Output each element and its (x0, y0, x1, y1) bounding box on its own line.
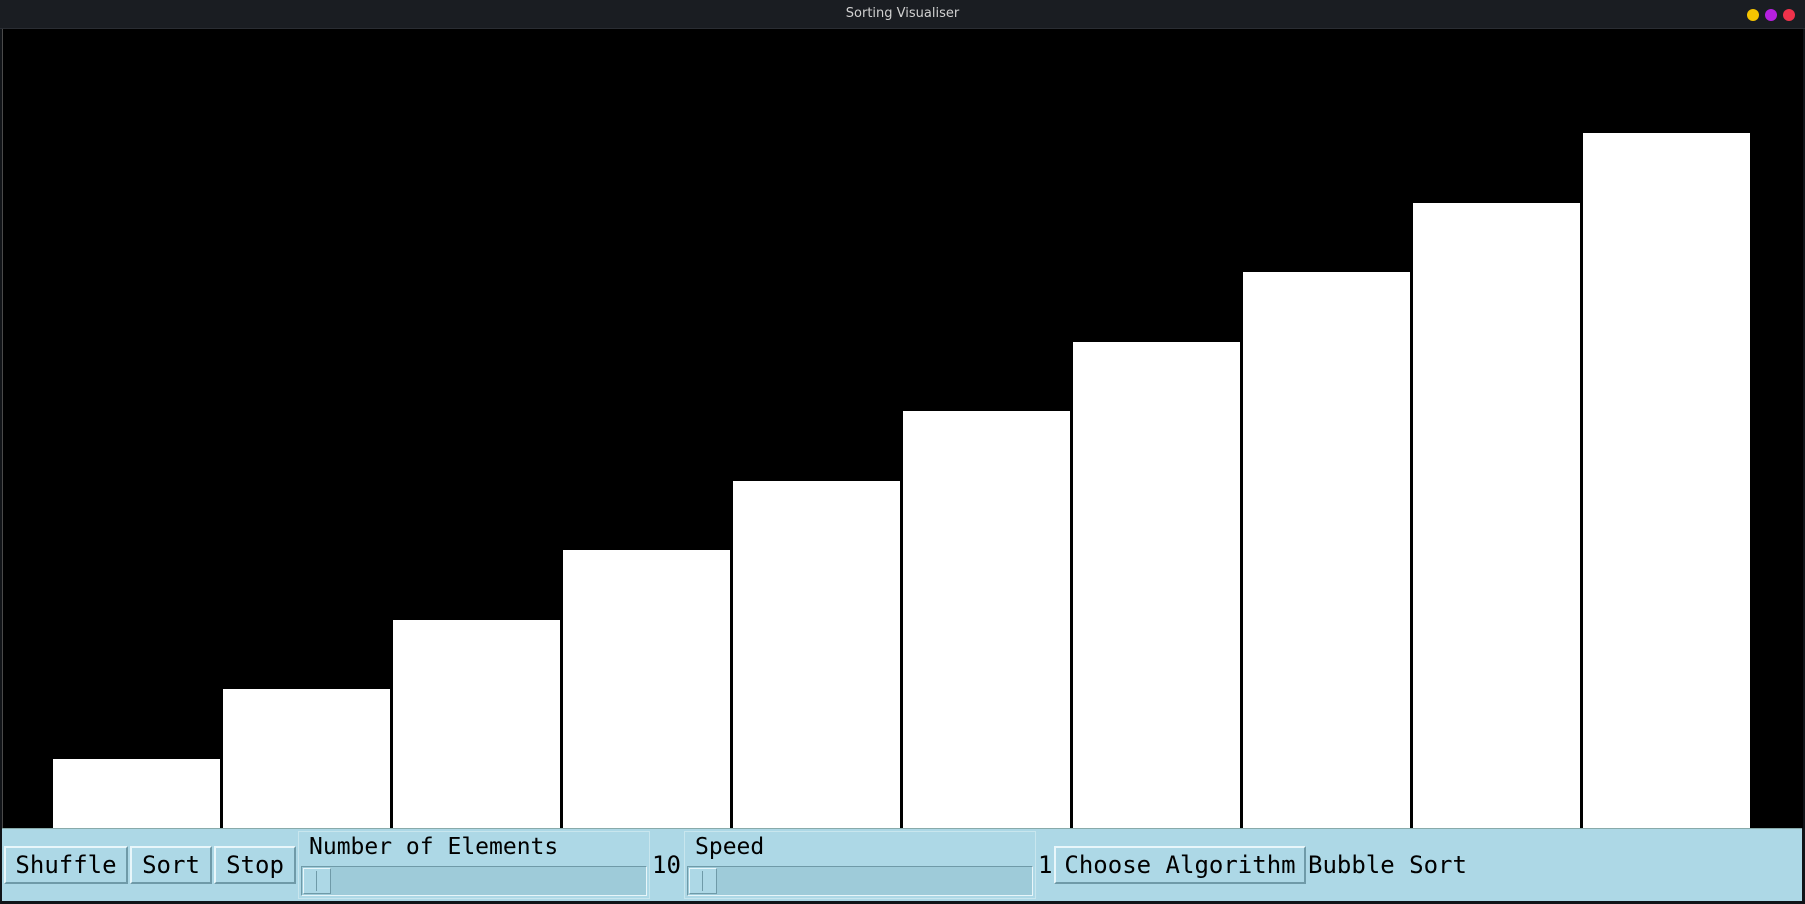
bar-1 (53, 759, 220, 828)
maximize-icon[interactable] (1765, 9, 1777, 21)
speed-label: Speed (695, 834, 765, 860)
elements-label: Number of Elements (309, 834, 559, 860)
window-controls (1747, 9, 1795, 21)
sort-button[interactable]: Sort (130, 846, 212, 884)
speed-slider-handle[interactable] (689, 868, 717, 894)
bar-6 (903, 411, 1070, 828)
elements-value: 10 (652, 851, 681, 879)
bar-7 (1073, 342, 1240, 828)
bar-3 (393, 620, 560, 828)
title-bar: Sorting Visualiser (0, 0, 1805, 29)
close-icon[interactable] (1783, 9, 1795, 21)
bar-9 (1413, 203, 1580, 828)
window-title: Sorting Visualiser (845, 6, 960, 21)
elements-slider-trough[interactable] (301, 866, 647, 896)
elements-slider-handle[interactable] (303, 868, 331, 894)
speed-value: 1 (1038, 851, 1053, 879)
shuffle-button[interactable]: Shuffle (4, 846, 128, 884)
minimize-icon[interactable] (1747, 9, 1759, 21)
selected-algorithm-label: Bubble Sort (1308, 851, 1467, 879)
bar-4 (563, 550, 730, 828)
speed-scale: Speed (684, 831, 1036, 899)
control-panel: Shuffle Sort Stop Number of Elements 10 … (2, 828, 1802, 901)
bar-8 (1243, 272, 1410, 828)
bar-10 (1583, 133, 1750, 828)
stop-button[interactable]: Stop (214, 846, 296, 884)
bar-canvas (2, 29, 1803, 828)
elements-scale: Number of Elements (298, 831, 650, 899)
speed-slider-trough[interactable] (687, 866, 1033, 896)
bar-5 (733, 481, 900, 828)
bar-2 (223, 689, 390, 828)
choose-algorithm-button[interactable]: Choose Algorithm (1054, 846, 1306, 884)
